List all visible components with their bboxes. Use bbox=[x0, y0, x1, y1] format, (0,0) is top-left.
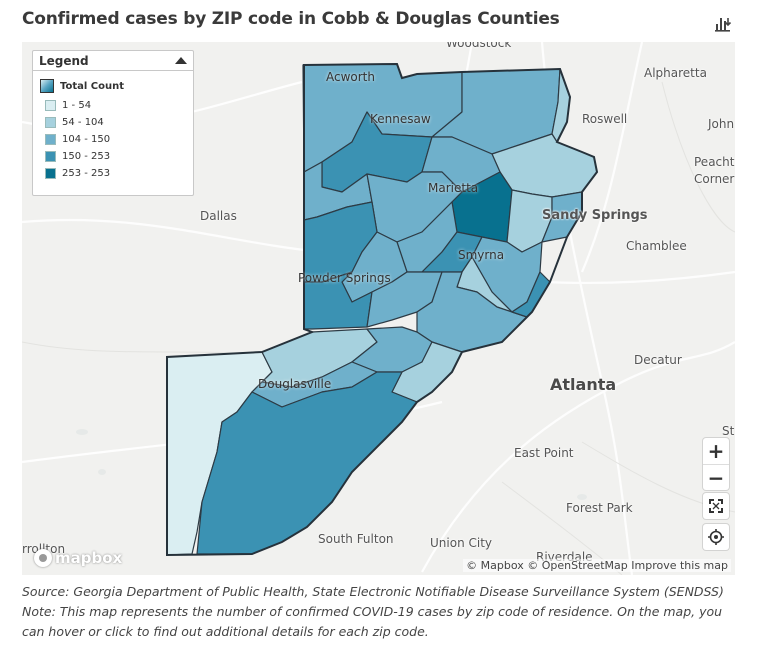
place-label-roswell: Roswell bbox=[582, 112, 628, 126]
map-title: Confirmed cases by ZIP code in Cobb & Do… bbox=[22, 9, 560, 29]
explanation-note: Note: This map represents the number of … bbox=[22, 604, 723, 639]
zoom-controls: + − bbox=[703, 438, 729, 490]
source-note: Source: Georgia Department of Public Hea… bbox=[22, 584, 724, 599]
legend-subheading-label: Total Count bbox=[60, 80, 125, 92]
gradient-swatch-icon bbox=[40, 79, 54, 93]
legend-swatch bbox=[45, 134, 56, 145]
map-attribution: © Mapbox © OpenStreetMap Improve this ma… bbox=[463, 559, 731, 572]
place-label-acworth: Acworth bbox=[326, 70, 375, 84]
place-label-kennesaw: Kennesaw bbox=[370, 112, 431, 126]
legend-swatch bbox=[45, 151, 56, 162]
download-icon[interactable] bbox=[712, 12, 734, 34]
zoom-out-button[interactable]: − bbox=[703, 464, 729, 490]
legend-item-label: 253 - 253 bbox=[62, 168, 111, 179]
legend-panel: Legend Total Count 1 - 54 54 - 104 104 -… bbox=[32, 50, 194, 196]
fullscreen-button[interactable] bbox=[703, 493, 729, 519]
legend-item: 104 - 150 bbox=[33, 131, 193, 148]
geolocate-button[interactable] bbox=[703, 524, 729, 550]
legend-heading: Legend bbox=[39, 53, 89, 68]
place-label-sandy-springs: Sandy Springs bbox=[542, 208, 648, 223]
legend-item-label: 1 - 54 bbox=[62, 100, 92, 111]
legend-bins: 1 - 54 54 - 104 104 - 150 150 - 253 253 … bbox=[33, 93, 193, 182]
zip-region bbox=[303, 271, 373, 330]
legend-subheading: Total Count bbox=[33, 71, 193, 93]
place-label-union-city: Union City bbox=[430, 536, 493, 550]
place-label-east-point: East Point bbox=[514, 446, 574, 460]
legend-swatch bbox=[45, 100, 56, 111]
place-label-stone-mountain: St bbox=[722, 424, 735, 438]
zoom-in-button[interactable]: + bbox=[707, 439, 725, 463]
place-label-atlanta: Atlanta bbox=[550, 375, 617, 394]
footnote: Source: Georgia Department of Public Hea… bbox=[22, 582, 742, 642]
legend-swatch bbox=[45, 117, 56, 128]
place-label-marietta: Marietta bbox=[428, 181, 479, 195]
legend-swatch bbox=[45, 168, 56, 179]
place-label-peachtree-corners-1: Peachtr bbox=[694, 155, 735, 169]
collapse-caret-icon[interactable] bbox=[175, 57, 187, 64]
legend-item: 54 - 104 bbox=[33, 114, 193, 131]
legend-item-label: 54 - 104 bbox=[62, 117, 104, 128]
fullscreen-icon bbox=[709, 499, 723, 513]
legend-item: 150 - 253 bbox=[33, 148, 193, 165]
place-label-douglasville: Douglasville bbox=[258, 377, 332, 391]
place-label-decatur: Decatur bbox=[634, 353, 682, 367]
attribution-osm-link[interactable]: © OpenStreetMap bbox=[527, 559, 628, 572]
legend-item-label: 150 - 253 bbox=[62, 151, 111, 162]
place-label-chamblee: Chamblee bbox=[626, 239, 687, 253]
attribution-mapbox-link[interactable]: © Mapbox bbox=[466, 559, 524, 572]
place-label-woodstock: Woodstock bbox=[446, 42, 512, 50]
mapbox-logo[interactable]: mapbox bbox=[34, 549, 122, 567]
place-label-peachtree-corners-2: Corner bbox=[694, 172, 735, 186]
choropleth-map[interactable]: Woodstock Alpharetta Roswell John Peacht… bbox=[22, 42, 735, 575]
legend-header[interactable]: Legend bbox=[33, 51, 193, 71]
place-label-alpharetta: Alpharetta bbox=[644, 66, 707, 80]
mapbox-logo-text: mapbox bbox=[55, 549, 123, 567]
legend-item: 1 - 54 bbox=[33, 97, 193, 114]
place-label-forest-park: Forest Park bbox=[566, 501, 633, 515]
mapbox-logo-icon bbox=[34, 549, 52, 567]
geolocate-icon bbox=[708, 529, 724, 545]
place-label-dallas: Dallas bbox=[200, 209, 237, 223]
legend-item-label: 104 - 150 bbox=[62, 134, 111, 145]
place-label-smyrna: Smyrna bbox=[458, 248, 505, 262]
attribution-improve-link[interactable]: Improve this map bbox=[631, 559, 728, 572]
place-label-powder-springs: Powder Springs bbox=[298, 271, 391, 285]
legend-item: 253 - 253 bbox=[33, 165, 193, 182]
place-label-johns-creek: John bbox=[708, 117, 735, 131]
place-label-south-fulton: South Fulton bbox=[318, 532, 394, 546]
